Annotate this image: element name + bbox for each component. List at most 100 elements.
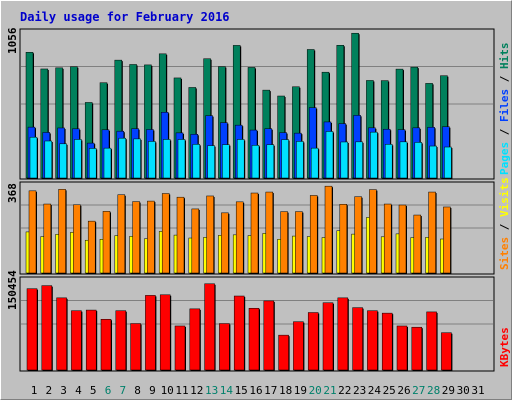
sites-bar-fill bbox=[191, 208, 200, 274]
pages-bar-fill bbox=[355, 141, 363, 179]
sites-bar bbox=[176, 196, 185, 274]
legend-item-hits-files-pages-1: / bbox=[498, 122, 511, 142]
pages-bar-fill bbox=[148, 141, 156, 179]
kbytes-bar bbox=[248, 307, 260, 371]
sites-bar bbox=[398, 204, 407, 274]
pages-bar-fill bbox=[236, 139, 245, 179]
kbytes-bar-fill bbox=[426, 311, 437, 371]
pages-bar-fill bbox=[88, 148, 97, 179]
pages-bar-fill bbox=[429, 145, 437, 179]
pages-bar bbox=[384, 144, 394, 179]
sites-bar bbox=[443, 206, 452, 274]
sites-bar-fill bbox=[206, 195, 214, 274]
legend-item-visits-sites-1: / bbox=[498, 217, 511, 237]
legend-item-kbytes-0: KBytes bbox=[498, 327, 511, 367]
x-tick-label: 18 bbox=[279, 384, 292, 397]
sites-bar-fill bbox=[369, 189, 377, 274]
kbytes-bar bbox=[233, 295, 246, 371]
sites-bar-fill bbox=[73, 204, 81, 274]
x-tick-label: 28 bbox=[427, 384, 440, 397]
pages-bar-fill bbox=[384, 144, 393, 179]
kbytes-bar-fill bbox=[352, 307, 363, 371]
sites-bar bbox=[117, 194, 126, 274]
kbytes-bar bbox=[130, 323, 142, 371]
x-tick-label: 10 bbox=[161, 384, 174, 397]
x-tick-label: 5 bbox=[90, 384, 97, 397]
kbytes-bar bbox=[85, 309, 98, 371]
kbytes-bar bbox=[293, 321, 305, 371]
sites-bar bbox=[73, 204, 82, 274]
kbytes-bar-fill bbox=[381, 312, 393, 371]
sites-bar bbox=[280, 211, 289, 274]
sites-bar-fill bbox=[161, 193, 170, 274]
kbytes-bar-fill bbox=[159, 294, 171, 371]
pages-bar bbox=[162, 139, 172, 179]
pages-bar-fill bbox=[310, 147, 319, 179]
pages-bar bbox=[266, 144, 275, 179]
sites-bar bbox=[354, 196, 363, 274]
pages-bar bbox=[207, 145, 216, 179]
x-tick-label: 22 bbox=[338, 384, 351, 397]
sites-bar-fill bbox=[265, 191, 274, 274]
x-tick-label: 24 bbox=[368, 384, 382, 397]
x-tick-label: 17 bbox=[264, 384, 277, 397]
pages-bar-fill bbox=[281, 139, 289, 179]
pages-bar-fill bbox=[103, 147, 112, 179]
kbytes-bar bbox=[100, 318, 112, 371]
pages-bar bbox=[177, 139, 186, 179]
kbytes-bar-fill bbox=[337, 297, 349, 371]
pages-bar-fill bbox=[251, 145, 260, 179]
kbytes-bar-fill bbox=[263, 300, 275, 371]
kbytes-bar bbox=[41, 285, 53, 371]
kbytes-bar-fill bbox=[396, 325, 408, 371]
sites-bar bbox=[43, 203, 52, 274]
sites-bar-fill bbox=[339, 204, 348, 274]
kbytes-bar bbox=[71, 310, 83, 371]
x-tick-label: 26 bbox=[397, 384, 410, 397]
sites-bar-fill bbox=[28, 190, 37, 274]
kbytes-bar-fill bbox=[233, 295, 245, 371]
pages-bar bbox=[148, 141, 157, 179]
kbytes-bar bbox=[189, 308, 201, 371]
x-tick-label: 8 bbox=[134, 384, 141, 397]
legend-item-hits-files-pages-3: / bbox=[498, 69, 511, 89]
sites-bar-fill bbox=[87, 220, 96, 274]
sites-bar-fill bbox=[324, 185, 333, 274]
sites-bar bbox=[250, 192, 259, 274]
pages-bar bbox=[88, 148, 98, 179]
x-tick-label: 12 bbox=[190, 384, 203, 397]
pages-bar-fill bbox=[340, 141, 349, 179]
sites-bar bbox=[324, 185, 333, 274]
sites-bar bbox=[265, 191, 274, 274]
sites-bar bbox=[413, 214, 422, 274]
pages-bar bbox=[444, 146, 453, 179]
pages-bar bbox=[399, 141, 408, 179]
sites-bar-fill bbox=[309, 195, 318, 274]
sites-bar bbox=[339, 204, 348, 274]
kbytes-bar-fill bbox=[322, 302, 334, 371]
sites-bar-fill bbox=[221, 212, 229, 274]
sites-bar-fill bbox=[443, 206, 451, 274]
y-max-label-hits-files-pages: 1056 bbox=[6, 27, 19, 54]
kbytes-bar-fill bbox=[293, 321, 304, 371]
kbytes-bar bbox=[411, 326, 423, 371]
x-tick-label: 27 bbox=[412, 384, 425, 397]
pages-bar-fill bbox=[177, 139, 186, 179]
pages-bar bbox=[192, 144, 201, 179]
x-tick-label: 7 bbox=[119, 384, 126, 397]
x-tick-label: 29 bbox=[442, 384, 455, 397]
pages-bar bbox=[355, 141, 364, 179]
sites-bar-fill bbox=[147, 200, 155, 274]
sites-bar-fill bbox=[354, 196, 362, 274]
pages-bar-fill bbox=[325, 131, 334, 179]
x-tick-label: 4 bbox=[75, 384, 82, 397]
kbytes-bar bbox=[56, 297, 68, 371]
x-tick-label: 20 bbox=[309, 384, 322, 397]
pages-bar bbox=[118, 137, 127, 179]
kbytes-bar-fill bbox=[174, 325, 186, 371]
kbytes-bar bbox=[219, 323, 231, 371]
legend-hits-files-pages: Pages / Files / Hits bbox=[498, 43, 511, 176]
legend-item-hits-files-pages-4: Hits bbox=[498, 43, 511, 70]
